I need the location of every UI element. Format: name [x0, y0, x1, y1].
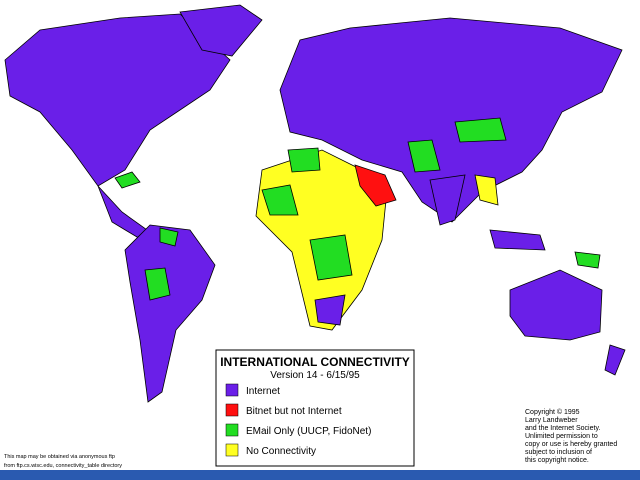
central-africa: [309, 234, 353, 281]
legend-subtitle: Version 14 - 6/15/95: [270, 370, 360, 381]
bolivia: [144, 267, 171, 301]
legend-title: INTERNATIONAL CONNECTIVITY: [220, 355, 410, 369]
footnote-line: This map may be obtained via anonymous f…: [4, 454, 115, 460]
legend-swatch: [225, 423, 239, 437]
north-africa: [287, 147, 321, 173]
legend-label: EMail Only (UUCP, FidoNet): [246, 426, 371, 437]
south-america: [124, 224, 216, 403]
mongolia: [454, 117, 507, 143]
copyright-line: Unlimited permission to: [525, 433, 598, 440]
australia: [509, 269, 603, 341]
legend-swatch: [225, 443, 239, 457]
world-map: [4, 4, 626, 403]
legend-items: Internet Bitnet but not Internet EMail Onl…: [225, 383, 371, 457]
legend-swatch: [225, 383, 239, 397]
caribbean: [114, 171, 141, 189]
south-africa: [314, 294, 346, 326]
legend-swatch: [225, 403, 239, 417]
india: [429, 174, 466, 226]
copyright-line: copy or use is hereby granted: [525, 441, 617, 448]
eurasia: [279, 17, 623, 223]
greenland: [179, 4, 263, 57]
legend-label: Bitnet but not Internet: [246, 406, 342, 417]
west-africa: [261, 184, 299, 216]
copyright-line: and the Internet Society.: [525, 425, 600, 432]
footnote: This map may be obtained via anonymous f…: [4, 454, 122, 469]
copyright-line: this copyright notice.: [525, 457, 589, 464]
legend-box: [215, 349, 415, 467]
new-zealand: [604, 344, 626, 376]
indonesia: [489, 229, 546, 251]
footnote-line: from ftp.cs.wisc.edu, connectivity_table…: [4, 463, 122, 469]
copyright-line: subject to inclusion of: [525, 449, 592, 456]
copyright-line: Copyright © 1995: [525, 408, 580, 416]
guyana: [159, 227, 179, 247]
north-america: [4, 13, 231, 187]
copyright-line: Larry Landweber: [525, 417, 578, 424]
bottom-bar: [0, 470, 640, 480]
saudi-arabia: [354, 164, 397, 207]
legend-label: Internet: [246, 386, 280, 397]
papua: [574, 251, 601, 269]
indochina: [474, 174, 499, 206]
central-asia: [407, 139, 441, 173]
legend-label: No Connectivity: [246, 446, 316, 457]
